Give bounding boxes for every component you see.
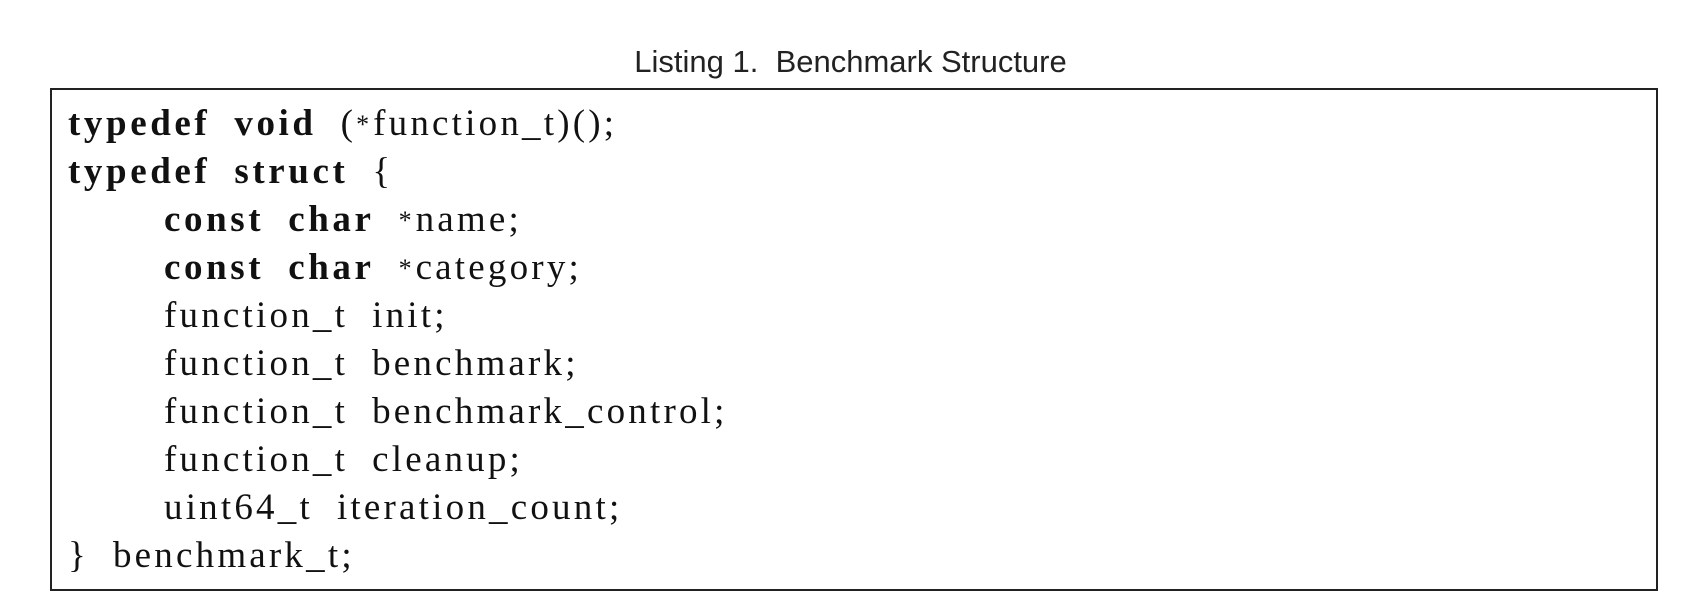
pointer-star: *: [356, 110, 370, 139]
keyword-struct: struct: [234, 151, 349, 192]
field-category: category;: [415, 247, 583, 288]
code-line-4: const char * category;: [68, 244, 1646, 292]
code-block: typedef void (* function_t)(); typedef struc…: [68, 100, 1646, 580]
keyword-void: void: [234, 103, 317, 144]
field-benchmark-control: benchmark_control;: [372, 391, 728, 432]
code-line-7: function_t benchmark_control;: [68, 388, 1646, 436]
code-line-1: typedef void (* function_t)();: [68, 100, 1646, 148]
struct-typedef-name: benchmark_t;: [112, 535, 355, 576]
field-name: name;: [415, 199, 522, 240]
code-listing-box: typedef void (* function_t)(); typedef struc…: [50, 88, 1658, 591]
code-line-5: function_t init;: [68, 292, 1646, 340]
pointer-star: *: [398, 206, 412, 235]
open-paren: (: [340, 103, 357, 144]
type-function-t: function_t: [164, 295, 349, 336]
listing-caption: Listing 1. Benchmark Structure: [0, 42, 1701, 82]
code-line-2: typedef struct {: [68, 148, 1646, 196]
type-function-t: function_t: [164, 391, 349, 432]
open-brace: {: [372, 151, 394, 192]
keyword-char: char: [288, 199, 375, 240]
type-function-t: function_t: [164, 439, 349, 480]
function-pointer-decl: function_t)();: [373, 103, 618, 144]
keyword-char: char: [288, 247, 375, 288]
field-init: init;: [372, 295, 448, 336]
code-line-3: const char * name;: [68, 196, 1646, 244]
pointer-star: *: [398, 254, 412, 283]
keyword-const: const: [164, 199, 265, 240]
type-function-t: function_t: [164, 343, 349, 384]
listing-caption-title: Benchmark Structure: [775, 44, 1067, 79]
code-line-6: function_t benchmark;: [68, 340, 1646, 388]
field-cleanup: cleanup;: [372, 439, 524, 480]
keyword-typedef: typedef: [68, 103, 211, 144]
listing-caption-label: Listing 1.: [634, 44, 759, 79]
code-line-9: uint64_t iteration_count;: [68, 484, 1646, 532]
field-iteration-count: iteration_count;: [336, 487, 623, 528]
code-line-8: function_t cleanup;: [68, 436, 1646, 484]
field-benchmark: benchmark;: [372, 343, 579, 384]
keyword-const: const: [164, 247, 265, 288]
type-uint64-t: uint64_t: [164, 487, 313, 528]
close-brace: }: [68, 535, 89, 576]
code-line-10: } benchmark_t;: [68, 532, 1646, 580]
keyword-typedef: typedef: [68, 151, 211, 192]
